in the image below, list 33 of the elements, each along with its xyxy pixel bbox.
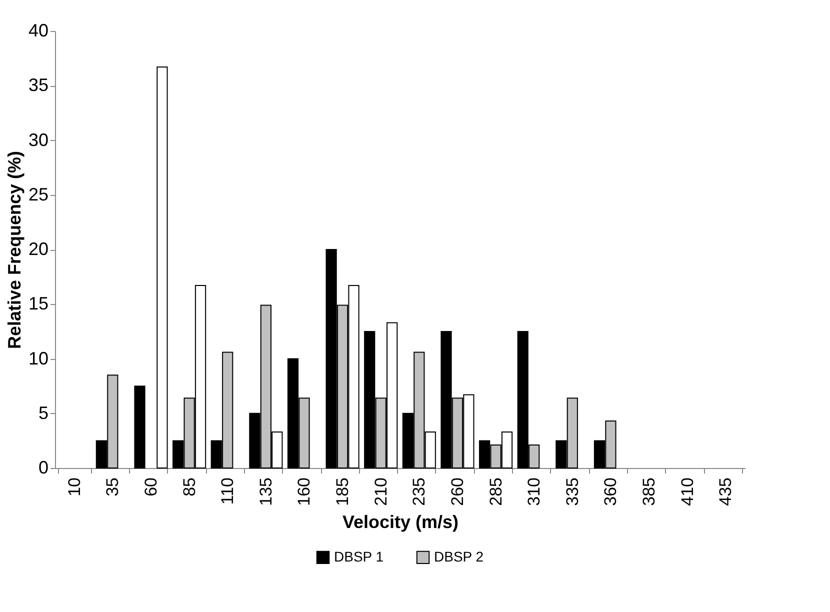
x-tick-label: 235 [410, 478, 429, 506]
x-tick-label: 335 [562, 478, 582, 506]
y-axis-title: Relative Frequency (%) [4, 150, 24, 350]
x-tick-label: 110 [218, 478, 238, 505]
y-tick-label: 20 [28, 239, 48, 259]
legend-label: DBSP 1 [334, 548, 384, 564]
x-tick-label: 135 [256, 478, 276, 506]
x-tick-label: 85 [180, 478, 199, 496]
x-tick-label: 260 [448, 478, 467, 506]
x-tick-label: 410 [678, 478, 697, 506]
x-tick-label: 435 [716, 478, 736, 506]
y-tick-label: 0 [38, 458, 48, 478]
x-tick-label: 160 [294, 478, 314, 506]
x-tick-label: 385 [640, 478, 659, 506]
y-tick-label: 40 [28, 20, 48, 40]
bar [134, 386, 146, 468]
x-tick-label: 60 [141, 478, 160, 496]
x-tick-label: 210 [371, 478, 390, 506]
x-tick-label: 285 [486, 478, 506, 506]
bar [156, 66, 168, 468]
y-tick-label: 10 [28, 348, 48, 368]
x-tick-label: 310 [524, 478, 544, 506]
legend-label: DBSP 2 [434, 548, 484, 564]
y-tick-label: 15 [28, 294, 48, 314]
x-tick-label: 185 [333, 478, 352, 506]
y-tick-label: 25 [28, 184, 48, 204]
x-tick-label: 35 [103, 478, 122, 496]
x-axis-title: Velocity (m/s) [342, 512, 459, 532]
y-tick-label: 5 [38, 402, 48, 423]
y-tick-label: 30 [28, 130, 48, 150]
x-tick-label: 360 [601, 478, 620, 506]
x-tick-label: 10 [64, 478, 84, 496]
y-tick-label: 35 [28, 75, 48, 96]
